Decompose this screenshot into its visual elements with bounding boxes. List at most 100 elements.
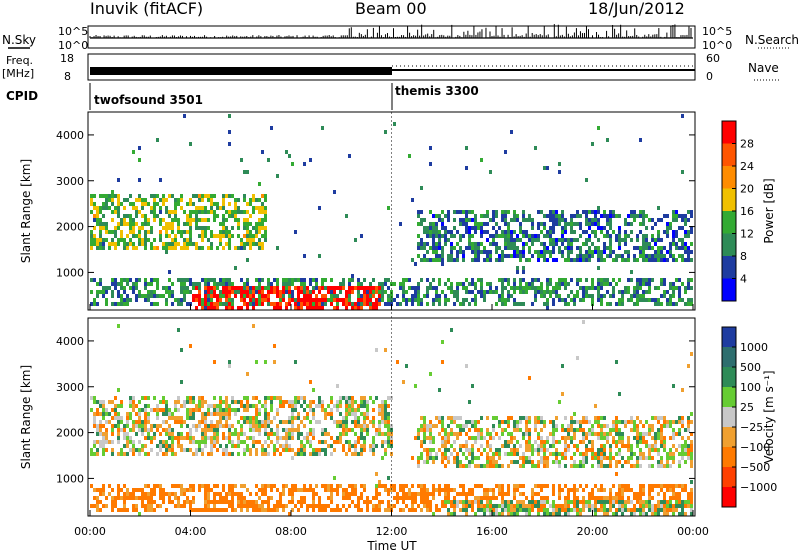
heatmap-cell bbox=[453, 508, 456, 512]
heatmap-cell bbox=[360, 484, 363, 488]
heatmap-cell bbox=[309, 380, 312, 384]
heatmap-cell bbox=[318, 420, 321, 424]
heatmap-cell bbox=[261, 294, 264, 298]
heatmap-cell bbox=[180, 282, 183, 286]
heatmap-cell bbox=[231, 290, 234, 294]
heatmap-cell bbox=[381, 440, 384, 444]
heatmap-cell bbox=[690, 250, 693, 254]
heatmap-cell bbox=[561, 278, 564, 282]
heatmap-cell bbox=[150, 496, 153, 500]
heatmap-cell bbox=[345, 428, 348, 432]
heatmap-cell bbox=[438, 448, 441, 452]
heatmap-cell bbox=[204, 230, 207, 234]
heatmap-cell bbox=[627, 222, 630, 226]
heatmap-cell bbox=[687, 218, 690, 222]
heatmap-cell bbox=[570, 424, 573, 428]
heatmap-cell bbox=[663, 504, 666, 508]
heatmap-cell bbox=[117, 416, 120, 420]
heatmap-cell bbox=[249, 452, 252, 456]
heatmap-cell bbox=[177, 500, 180, 504]
heatmap-cell bbox=[207, 198, 210, 202]
heatmap-cell bbox=[264, 238, 267, 242]
heatmap-cell bbox=[477, 432, 480, 436]
heatmap-cell bbox=[237, 504, 240, 508]
heatmap-cell bbox=[351, 488, 354, 492]
heatmap-cell bbox=[243, 290, 246, 294]
heatmap-cell bbox=[672, 282, 675, 286]
heatmap-cell bbox=[228, 504, 231, 508]
heatmap-cell bbox=[438, 242, 441, 246]
heatmap-cell bbox=[408, 488, 411, 492]
heatmap-cell bbox=[591, 250, 594, 254]
heatmap-cell bbox=[585, 222, 588, 226]
heatmap-cell bbox=[573, 444, 576, 448]
heatmap-cell bbox=[681, 500, 684, 504]
heatmap-cell bbox=[585, 214, 588, 218]
heatmap-cell bbox=[93, 234, 96, 238]
heatmap-cell bbox=[102, 294, 105, 298]
heatmap-cell bbox=[210, 210, 213, 214]
heatmap-cell bbox=[678, 484, 681, 488]
heatmap-cell bbox=[99, 440, 102, 444]
heatmap-cell bbox=[636, 302, 639, 306]
heatmap-cell bbox=[477, 222, 480, 226]
heatmap-cell bbox=[606, 138, 609, 142]
heatmap-cell bbox=[525, 420, 528, 424]
heatmap-cell bbox=[684, 258, 687, 262]
heatmap-cell bbox=[228, 440, 231, 444]
heatmap-cell bbox=[681, 388, 684, 392]
heatmap-cell bbox=[447, 298, 450, 302]
heatmap-cell bbox=[234, 508, 237, 512]
heatmap-cell bbox=[189, 500, 192, 504]
heatmap-cell bbox=[357, 408, 360, 412]
heatmap-cell bbox=[492, 436, 495, 440]
heatmap-cell bbox=[582, 464, 585, 468]
heatmap-cell bbox=[417, 246, 420, 250]
heatmap-cell bbox=[96, 222, 99, 226]
heatmap-cell bbox=[570, 464, 573, 468]
heatmap-cell bbox=[690, 508, 693, 512]
heatmap-cell bbox=[615, 214, 618, 218]
heatmap-cell bbox=[252, 306, 255, 310]
heatmap-cell bbox=[264, 298, 267, 302]
heatmap-cell bbox=[204, 286, 207, 290]
heatmap-cell bbox=[228, 428, 231, 432]
heatmap-cell bbox=[255, 420, 258, 424]
heatmap-cell bbox=[540, 286, 543, 290]
heatmap-cell bbox=[252, 302, 255, 306]
heatmap-cell bbox=[678, 500, 681, 504]
heatmap-cell bbox=[288, 154, 291, 158]
heatmap-cell bbox=[381, 298, 384, 302]
heatmap-cell bbox=[231, 214, 234, 218]
heatmap-cell bbox=[348, 484, 351, 488]
heatmap-cell bbox=[276, 440, 279, 444]
heatmap-cell bbox=[690, 492, 693, 496]
heatmap-cell bbox=[657, 452, 660, 456]
heatmap-cell bbox=[204, 440, 207, 444]
heatmap-cell bbox=[504, 246, 507, 250]
heatmap-cell bbox=[585, 250, 588, 254]
heatmap-cell bbox=[138, 210, 141, 214]
cpid-label: CPID bbox=[6, 89, 38, 103]
heatmap-cell bbox=[498, 464, 501, 468]
heatmap-cell bbox=[405, 302, 408, 306]
heatmap-cell bbox=[132, 448, 135, 452]
heatmap-cell bbox=[588, 222, 591, 226]
heatmap-cell bbox=[612, 504, 615, 508]
heatmap-cell bbox=[681, 170, 684, 174]
heatmap-cell bbox=[537, 460, 540, 464]
heatmap-cell bbox=[636, 298, 639, 302]
heatmap-cell bbox=[342, 428, 345, 432]
heatmap-cell bbox=[150, 242, 153, 246]
heatmap-cell bbox=[177, 504, 180, 508]
heatmap-cell bbox=[531, 254, 534, 258]
heatmap-cell bbox=[372, 452, 375, 456]
heatmap-cell bbox=[123, 298, 126, 302]
heatmap-cell bbox=[339, 298, 342, 302]
heatmap-cell bbox=[513, 230, 516, 234]
heatmap-cell bbox=[156, 282, 159, 286]
heatmap-cell bbox=[381, 500, 384, 504]
heatmap-cell bbox=[285, 484, 288, 488]
heatmap-cell bbox=[579, 286, 582, 290]
